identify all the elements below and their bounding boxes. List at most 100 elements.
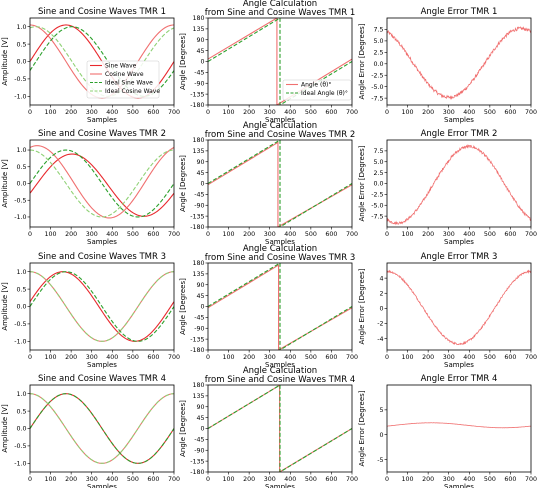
x-tick-label: 200 bbox=[422, 476, 434, 483]
x-tick-label: 200 bbox=[422, 231, 434, 238]
x-tick-label: 200 bbox=[65, 354, 77, 361]
subplot-3-1: Sine and Cosine Waves TMR 3 0 100 200 300 400… bbox=[1, 252, 180, 369]
x-tick-label: 600 bbox=[325, 476, 337, 483]
x-tick-label: 500 bbox=[305, 231, 317, 238]
x-tick-label: 100 bbox=[45, 476, 57, 483]
x-tick-label: 0 bbox=[28, 109, 32, 116]
x-tick-label: 700 bbox=[168, 354, 180, 361]
chart-title: from Sine and Cosine Waves TMR 3 bbox=[205, 253, 356, 263]
y-axis-label: Angle Error [Degrees] bbox=[358, 23, 366, 99]
y-tick-label: 135 bbox=[192, 393, 204, 400]
y-tick-label: 90 bbox=[196, 404, 204, 411]
legend-entry: Ideal Sine Wave bbox=[105, 80, 153, 87]
x-tick-label: 700 bbox=[168, 109, 180, 116]
y-tick-label: 1.0 bbox=[16, 147, 26, 154]
x-tick-label: 200 bbox=[243, 354, 255, 361]
x-tick-label: 500 bbox=[484, 109, 496, 116]
x-tick-label: 100 bbox=[402, 109, 414, 116]
x-tick-label: 300 bbox=[264, 476, 276, 483]
legend-entry: Angle (θ)° bbox=[301, 82, 331, 89]
y-tick-label: 0 bbox=[200, 59, 204, 66]
x-tick-label: 300 bbox=[443, 476, 455, 483]
x-tick-label: 100 bbox=[223, 476, 235, 483]
x-tick-label: 600 bbox=[325, 354, 337, 361]
chart-title: from Sine and Cosine Waves TMR 4 bbox=[205, 375, 356, 385]
x-tick-label: 500 bbox=[484, 354, 496, 361]
y-tick-label: 7.5 bbox=[373, 148, 383, 155]
x-tick-label: 200 bbox=[65, 476, 77, 483]
x-tick-label: 700 bbox=[525, 476, 537, 483]
x-tick-label: 700 bbox=[525, 231, 537, 238]
chart-title: Sine and Cosine Waves TMR 3 bbox=[38, 252, 166, 262]
x-tick-label: 300 bbox=[86, 231, 98, 238]
plot-frame bbox=[386, 384, 532, 473]
y-tick-label: 0.0 bbox=[16, 59, 26, 66]
x-tick-label: 400 bbox=[463, 476, 475, 483]
x-tick-label: 0 bbox=[385, 476, 389, 483]
y-tick-label: 90 bbox=[196, 159, 204, 166]
x-axis-label: Samples bbox=[265, 116, 295, 124]
y-tick-label: -0.5 bbox=[14, 76, 26, 83]
series-line-ideal-sine-wave bbox=[30, 149, 174, 218]
x-tick-label: 200 bbox=[65, 231, 77, 238]
x-tick-label: 600 bbox=[325, 109, 337, 116]
x-tick-label: 500 bbox=[305, 476, 317, 483]
x-tick-label: 600 bbox=[325, 231, 337, 238]
legend-entry: Ideal Cosine Wave bbox=[105, 88, 160, 95]
y-tick-label: 0 bbox=[200, 426, 204, 433]
x-tick-label: 400 bbox=[106, 476, 118, 483]
series-line-ideal-sine-wave bbox=[30, 393, 174, 464]
chart-title: Angle Error TMR 3 bbox=[421, 252, 498, 262]
y-tick-label: 0.5 bbox=[16, 164, 26, 171]
x-tick-label: 200 bbox=[65, 109, 77, 116]
y-tick-label: -0.5 bbox=[14, 197, 26, 204]
y-tick-label: 0 bbox=[379, 306, 383, 313]
y-tick-label: -2.5 bbox=[371, 192, 383, 199]
x-axis-label: Samples bbox=[87, 361, 117, 369]
x-tick-label: 300 bbox=[86, 354, 98, 361]
y-tick-label: 7.5 bbox=[373, 27, 383, 34]
x-tick-label: 100 bbox=[402, 231, 414, 238]
y-tick-label: 1.0 bbox=[16, 24, 26, 31]
chart-title: Sine and Cosine Waves TMR 2 bbox=[38, 129, 166, 139]
x-tick-label: 300 bbox=[264, 109, 276, 116]
y-tick-label: 5 bbox=[379, 407, 383, 414]
legend-entry: Sine Wave bbox=[105, 63, 137, 70]
x-tick-label: 0 bbox=[206, 476, 210, 483]
series-line-angle-error bbox=[387, 422, 531, 429]
chart-title: from Sine and Cosine Waves TMR 1 bbox=[205, 8, 356, 18]
x-axis-label: Samples bbox=[444, 361, 474, 369]
series-line-angle-error bbox=[387, 269, 531, 346]
x-tick-label: 500 bbox=[127, 109, 139, 116]
chart-title: Angle Calculation bbox=[243, 0, 317, 9]
x-axis-label: Samples bbox=[265, 483, 295, 488]
x-tick-label: 400 bbox=[284, 476, 296, 483]
y-tick-label: 2 bbox=[379, 290, 383, 297]
x-tick-label: 400 bbox=[106, 109, 118, 116]
x-axis-label: Samples bbox=[444, 483, 474, 488]
y-tick-label: -135 bbox=[190, 91, 204, 98]
legend-entry: Cosine Wave bbox=[105, 71, 144, 78]
y-tick-label: -180 bbox=[190, 102, 204, 109]
y-tick-label: 0.0 bbox=[373, 181, 383, 188]
x-tick-label: 600 bbox=[147, 109, 159, 116]
x-tick-label: 100 bbox=[45, 354, 57, 361]
y-tick-label: 135 bbox=[192, 26, 204, 33]
x-tick-label: 600 bbox=[504, 231, 516, 238]
chart-title: Angle Calculation bbox=[243, 366, 317, 376]
y-tick-label: -90 bbox=[194, 80, 204, 87]
x-tick-label: 0 bbox=[385, 354, 389, 361]
x-tick-label: 400 bbox=[284, 109, 296, 116]
y-axis-label: Angle Error [Degrees] bbox=[358, 390, 366, 466]
x-tick-label: 100 bbox=[402, 476, 414, 483]
x-tick-label: 100 bbox=[45, 109, 57, 116]
subplot-4-1: Sine and Cosine Waves TMR 4 0 100 200 300 400… bbox=[1, 374, 180, 488]
x-tick-label: 0 bbox=[385, 109, 389, 116]
y-tick-label: -1.0 bbox=[14, 461, 26, 468]
y-tick-label: 45 bbox=[196, 293, 204, 300]
x-tick-label: 300 bbox=[264, 354, 276, 361]
x-tick-label: 300 bbox=[443, 354, 455, 361]
